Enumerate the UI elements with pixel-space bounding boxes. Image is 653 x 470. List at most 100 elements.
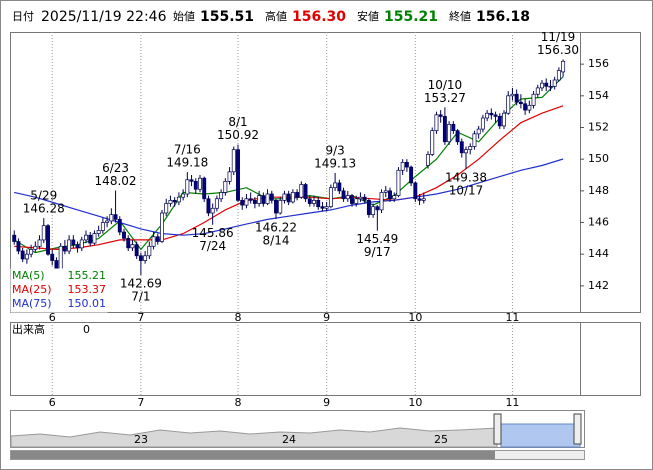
volume-label: 出来高 <box>12 322 45 336</box>
candle-body <box>240 199 245 206</box>
candle-body <box>535 87 540 95</box>
candle-body <box>493 114 498 117</box>
candle-body <box>476 128 481 135</box>
candle-body <box>236 149 240 201</box>
navigator-right-handle[interactable] <box>573 413 582 445</box>
candle-body <box>231 149 236 173</box>
annotation-date: 9/3 <box>325 143 344 157</box>
candle-body <box>155 236 160 242</box>
annotation-price: 149.13 <box>314 156 356 170</box>
candle-body <box>248 198 253 201</box>
candle-body <box>464 149 468 154</box>
annotation-date: 10/10 <box>428 78 463 92</box>
annotation-price: 149.18 <box>166 156 208 170</box>
candle-body <box>489 112 494 116</box>
candle-body <box>540 82 544 89</box>
candle-body <box>168 199 173 204</box>
candle-body <box>79 239 84 249</box>
candle-body <box>269 193 274 201</box>
x-tick-label: 10 <box>408 396 422 409</box>
candle-body <box>358 196 363 200</box>
y-tick-label: 156 <box>588 57 609 70</box>
candle-body <box>354 198 359 204</box>
navigator-label: 25 <box>434 433 448 446</box>
candle-body <box>400 161 405 171</box>
annotation-date: 8/14 <box>263 234 290 248</box>
candle-body <box>383 190 388 193</box>
navigator-left-handle[interactable] <box>493 413 502 445</box>
candle-body <box>548 85 553 88</box>
candle-body <box>252 199 257 204</box>
annotation-date: 8/1 <box>228 115 247 129</box>
candle-body <box>421 198 426 201</box>
high-value: 156.30 <box>292 9 346 25</box>
candle-body <box>404 161 409 168</box>
y-tick-label: 144 <box>588 247 609 260</box>
candle-body <box>130 244 135 249</box>
legend-value: 150.01 <box>68 297 107 310</box>
annotation-date: 9/17 <box>364 245 391 259</box>
moving-average-line <box>14 158 564 236</box>
candle-body <box>396 169 401 196</box>
candle-body <box>320 206 325 209</box>
candle-body <box>506 95 511 114</box>
candle-body <box>510 93 515 97</box>
x-tick-label: 11 <box>505 396 519 409</box>
candle-body <box>134 244 139 257</box>
candle-body <box>375 206 380 211</box>
candle-body <box>206 198 211 214</box>
candle-body <box>219 192 224 200</box>
candle-body <box>181 193 186 198</box>
candle-body <box>172 199 177 203</box>
candle-body <box>434 114 439 132</box>
candle-body <box>33 245 38 250</box>
candle-body <box>20 250 25 260</box>
navigator-selection[interactable] <box>500 423 581 448</box>
candle-body <box>122 231 126 239</box>
candle-body <box>126 238 131 249</box>
candle-body <box>362 196 367 201</box>
candle-body <box>451 123 456 132</box>
candle-body <box>176 196 181 203</box>
annotation-price: 150.92 <box>217 128 259 142</box>
candle-body <box>307 198 312 204</box>
x-tick-label: 10 <box>408 311 422 324</box>
close-value: 156.18 <box>476 9 530 25</box>
candle-body <box>345 195 350 200</box>
candle-body <box>16 241 21 252</box>
candle-body <box>198 177 202 190</box>
candle-body <box>337 182 342 192</box>
annotation-price: 149.38 <box>445 170 487 184</box>
candle-body <box>413 182 418 200</box>
datetime: 2025/11/19 22:46 <box>41 9 167 25</box>
y-tick-label: 152 <box>588 120 609 133</box>
header: 日付 2025/11/19 22:46 始値 155.51 高値 156.30 … <box>12 9 530 25</box>
candle-body <box>324 206 329 209</box>
candle-body <box>41 225 46 241</box>
candle-body <box>312 199 316 204</box>
candle-body <box>341 190 346 200</box>
candle-body <box>497 116 502 127</box>
candle-body <box>160 212 164 242</box>
candle-body <box>193 180 198 190</box>
candle-body <box>202 177 207 200</box>
candle-body <box>88 234 93 244</box>
candle-body <box>278 199 283 214</box>
candle-body <box>561 60 566 73</box>
annotation-date: 11/19 <box>541 30 576 44</box>
candle-body <box>12 234 17 242</box>
scrollbar-thumb[interactable] <box>11 451 495 459</box>
candle-body <box>100 222 105 231</box>
candle-body <box>24 253 29 260</box>
y-tick-label: 148 <box>588 184 609 197</box>
annotation-date: 7/1 <box>131 289 150 303</box>
legend-label: MA(25) <box>12 283 52 296</box>
candle-body <box>58 245 63 271</box>
candle-body <box>430 130 435 155</box>
volume-tick-label: 0 <box>83 323 90 336</box>
annotation-price: 156.30 <box>537 43 579 57</box>
candle-body <box>261 195 266 204</box>
close-label: 終値 <box>449 9 471 23</box>
candle-body <box>96 230 101 234</box>
